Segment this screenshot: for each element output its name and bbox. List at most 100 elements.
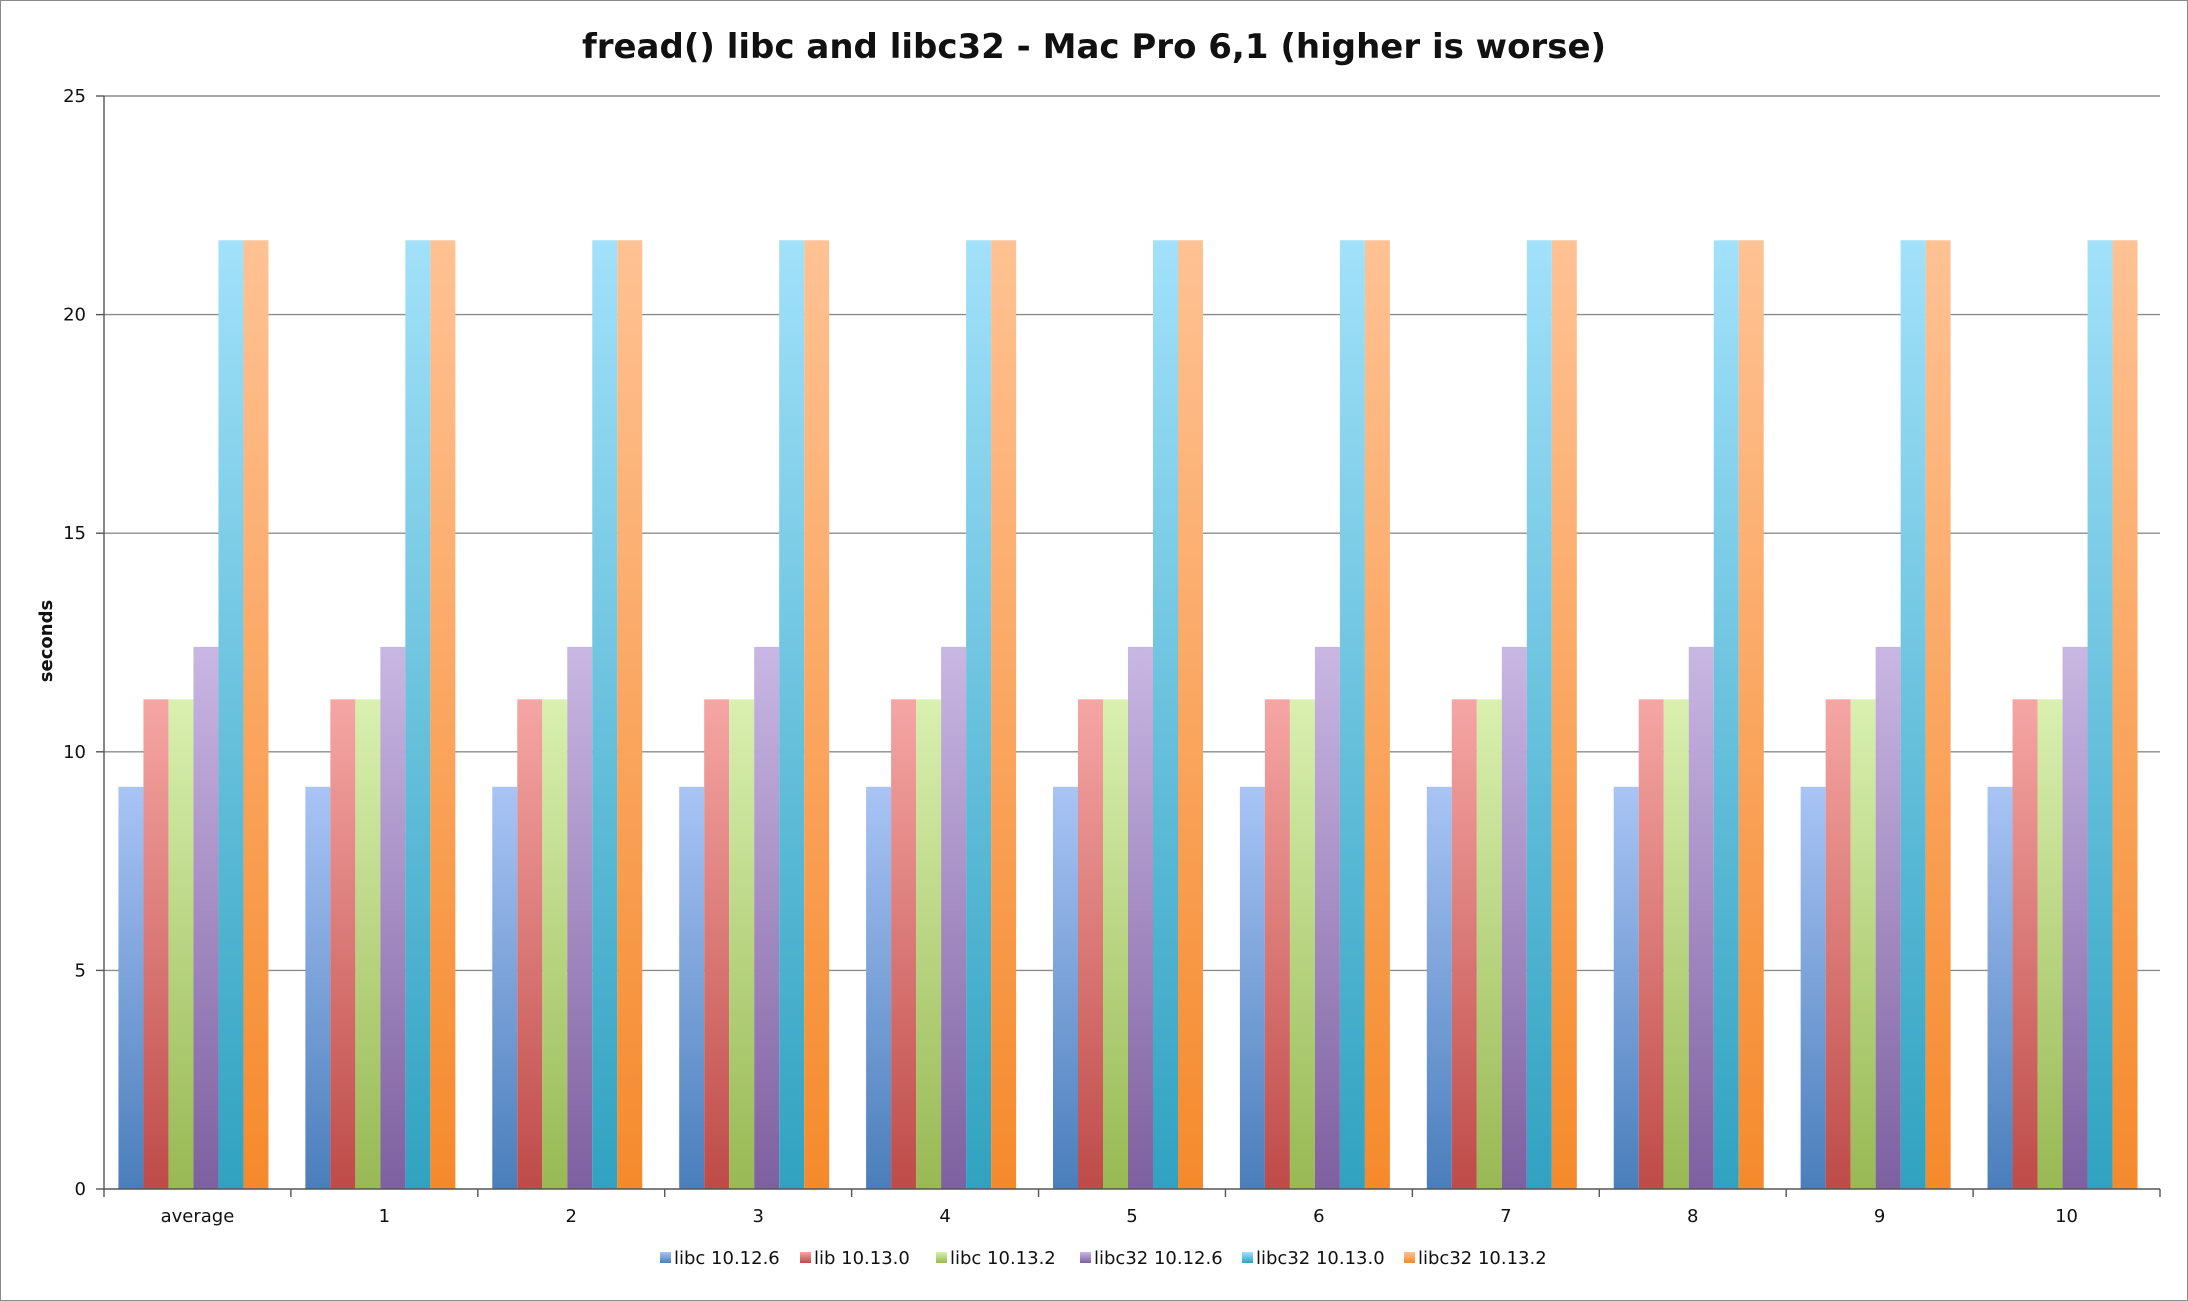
legend-swatch (800, 1252, 811, 1263)
bar (679, 786, 705, 1189)
bar (193, 646, 219, 1189)
bar (355, 699, 381, 1189)
bar (1264, 699, 1290, 1189)
legend-swatch (1404, 1252, 1415, 1263)
x-tick-label: 4 (939, 1206, 950, 1227)
bar (704, 699, 730, 1189)
bar (1875, 646, 1901, 1189)
bars (118, 240, 2138, 1189)
y-tick-label: 25 (63, 86, 86, 107)
bar (1178, 240, 1203, 1189)
bar (405, 240, 431, 1189)
x-tick-label: 10 (2055, 1206, 2078, 1227)
legend-label: libc32 10.13.0 (1256, 1248, 1385, 1269)
bar (1713, 240, 1739, 1189)
x-tick-label: 8 (1687, 1206, 1698, 1227)
y-tick-label: 20 (63, 305, 86, 326)
bar (542, 699, 568, 1189)
legend-swatch (1080, 1252, 1091, 1263)
bar (754, 646, 780, 1189)
bar (218, 240, 244, 1189)
bar (1476, 699, 1502, 1189)
bar (1128, 646, 1153, 1189)
bar (2062, 646, 2088, 1189)
bar (1078, 699, 1103, 1189)
bar (1153, 240, 1178, 1189)
bar (941, 646, 967, 1189)
bar (804, 240, 830, 1189)
bar (2112, 240, 2138, 1189)
bar (1339, 240, 1365, 1189)
y-axis-label: seconds (36, 600, 57, 682)
bar (1850, 699, 1876, 1189)
legend-label: libc 10.13.2 (950, 1248, 1056, 1269)
legend: libc 10.12.6 lib 10.13.0 libc 10.13.2 libc3… (660, 1248, 1547, 1269)
legend-label: libc32 10.13.2 (1418, 1248, 1547, 1269)
bar (1289, 699, 1315, 1189)
bar (2012, 699, 2038, 1189)
bar (592, 240, 618, 1189)
bar (1613, 786, 1639, 1189)
bar (1987, 786, 2013, 1189)
bar (567, 646, 593, 1189)
x-tick-label: 9 (1874, 1206, 1885, 1227)
bar (1800, 786, 1826, 1189)
bar (243, 240, 269, 1189)
bar (118, 786, 144, 1189)
bar (2037, 699, 2063, 1189)
bar (1825, 699, 1851, 1189)
bar (168, 699, 194, 1189)
bar (143, 699, 169, 1189)
bar (1638, 699, 1664, 1189)
legend-swatch (1242, 1252, 1253, 1263)
y-tick-label: 0 (75, 1179, 86, 1200)
bar (779, 240, 805, 1189)
y-tick-label: 5 (75, 960, 86, 981)
axes: 0 5 10 15 20 25 average 1 2 3 4 5 6 7 8 9 10 (63, 86, 2161, 1227)
bar (866, 786, 892, 1189)
x-tick-label: 3 (752, 1206, 763, 1227)
bar (305, 786, 331, 1189)
bar (1239, 786, 1265, 1189)
x-tick-label: 2 (566, 1206, 577, 1227)
bar (517, 699, 543, 1189)
bar (2087, 240, 2113, 1189)
x-tick-label: 7 (1500, 1206, 1511, 1227)
bar (916, 699, 942, 1189)
bar (1526, 240, 1552, 1189)
legend-label: libc32 10.12.6 (1094, 1248, 1223, 1269)
bar (729, 699, 755, 1189)
bar (1738, 240, 1764, 1189)
bar (1688, 646, 1714, 1189)
bar (330, 699, 356, 1189)
bar (1451, 699, 1477, 1189)
bar (1900, 240, 1926, 1189)
bar (492, 786, 518, 1189)
x-tick-label: average (161, 1206, 235, 1227)
x-tick-label: 6 (1313, 1206, 1324, 1227)
legend-label: lib 10.13.0 (814, 1248, 910, 1269)
y-tick-label: 15 (63, 523, 86, 544)
legend-label: libc 10.12.6 (674, 1248, 780, 1269)
bar (380, 646, 406, 1189)
bar (430, 240, 456, 1189)
bar (891, 699, 917, 1189)
x-tick-label: 1 (379, 1206, 390, 1227)
y-tick-label: 10 (63, 742, 86, 763)
chart-title: fread() libc and libc32 - Mac Pro 6,1 (h… (582, 27, 1606, 67)
bar (617, 240, 643, 1189)
bar (991, 240, 1017, 1189)
bar (1925, 240, 1951, 1189)
bar (1426, 786, 1452, 1189)
x-tick-label: 5 (1126, 1206, 1137, 1227)
bar (1364, 240, 1390, 1189)
bar (1501, 646, 1527, 1189)
legend-swatch (936, 1252, 947, 1263)
bar (1314, 646, 1340, 1189)
bar (1103, 699, 1128, 1189)
bar (1663, 699, 1689, 1189)
bar (1053, 786, 1078, 1189)
bar (1551, 240, 1577, 1189)
bar (966, 240, 992, 1189)
